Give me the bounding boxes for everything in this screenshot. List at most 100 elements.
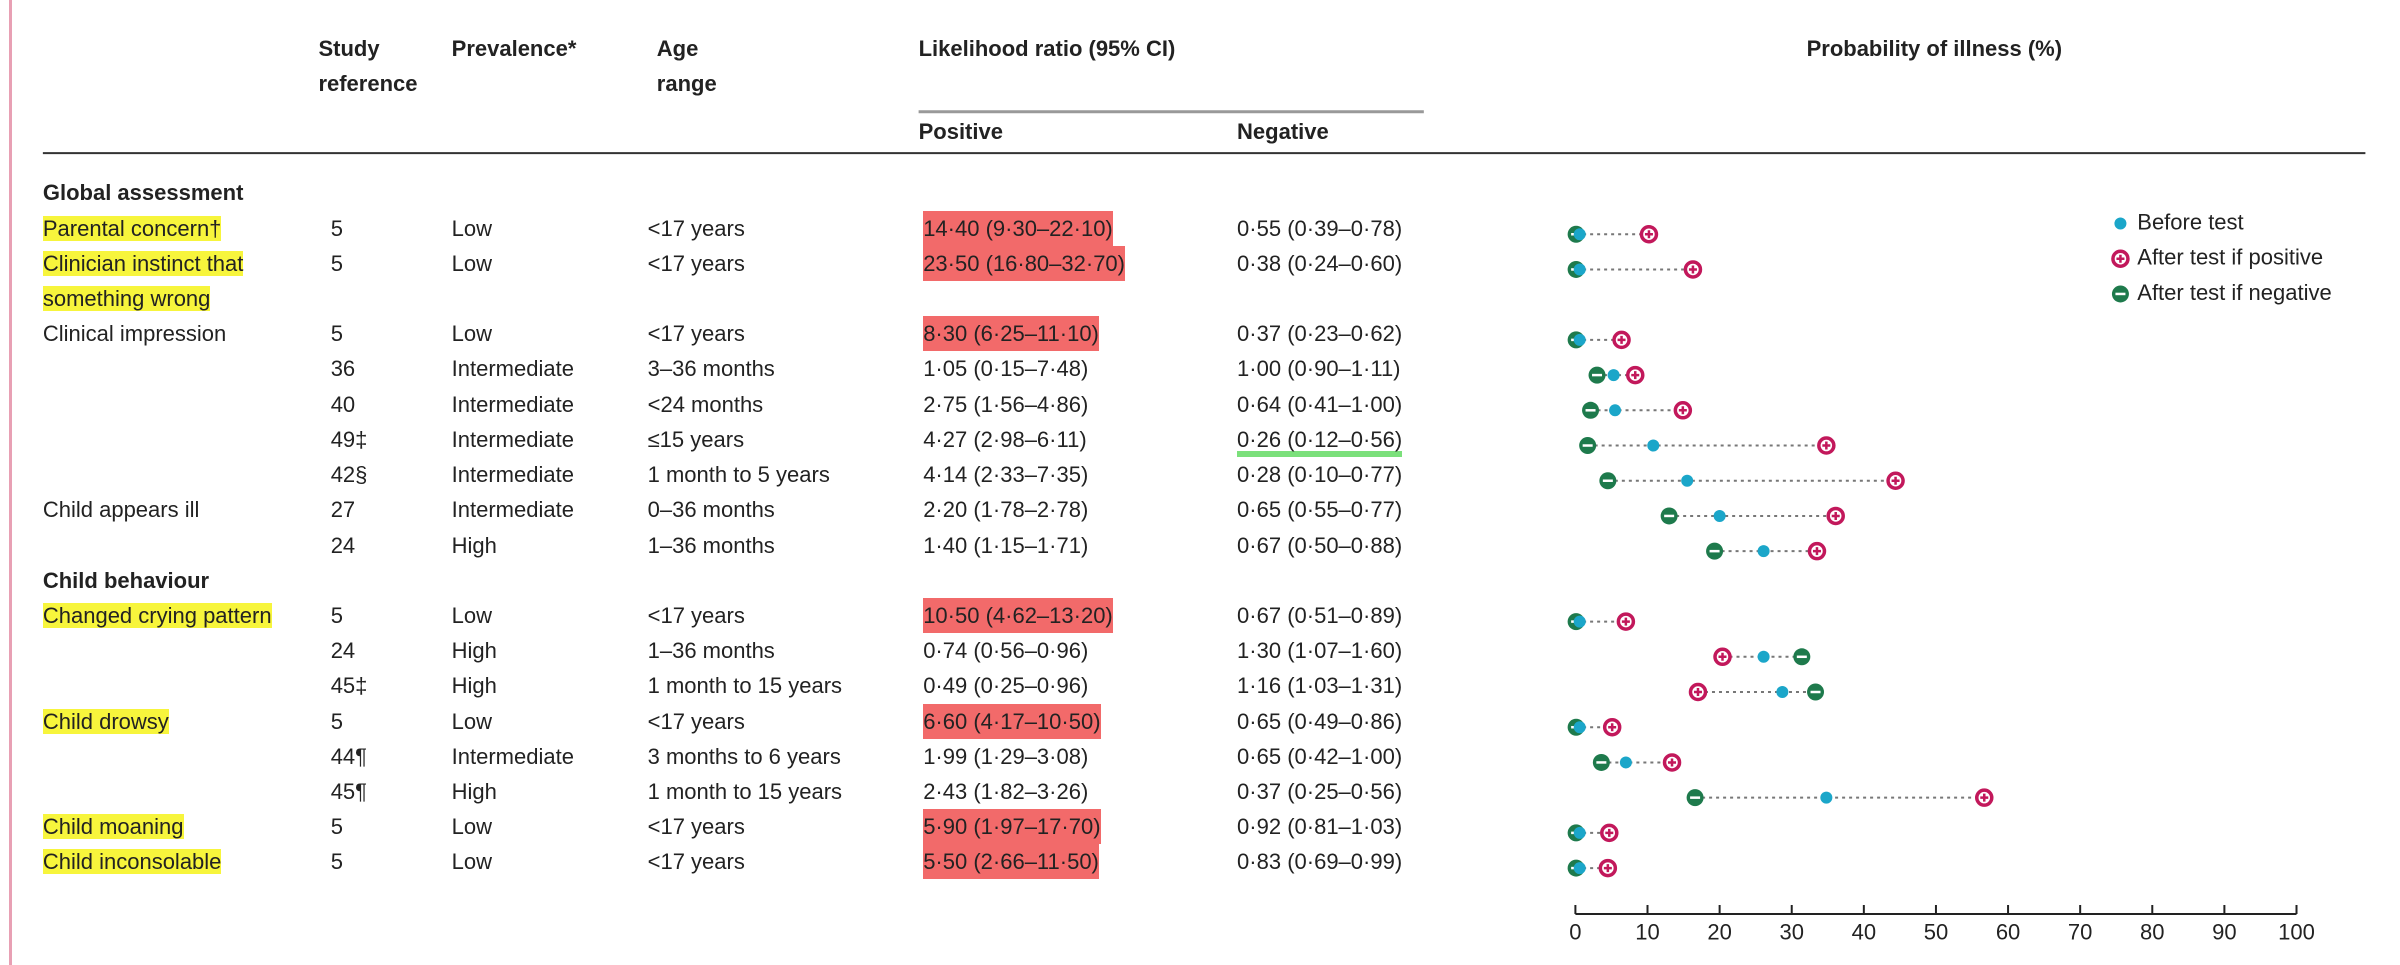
dot	[2114, 217, 2127, 230]
marker-before	[1607, 369, 1620, 382]
study-reference: 5	[330, 708, 343, 734]
dot	[1619, 756, 1632, 769]
x-tick-label: 20	[1707, 920, 1731, 945]
age-range: <17 years	[647, 215, 745, 241]
header-study-reference: Study reference	[318, 36, 418, 97]
study-reference: 45¶	[330, 779, 367, 805]
study-reference: 5	[330, 250, 343, 276]
lr-positive: 2·75 (1·56–4·86)	[923, 391, 1089, 417]
lr-negative: 0·37 (0·25–0·56)	[1237, 779, 1403, 805]
prevalence: Intermediate	[451, 356, 574, 382]
lr-negative: 0·83 (0·69–0·99)	[1237, 849, 1403, 875]
study-name: Changed crying pattern	[42, 602, 272, 628]
study-reference: 5	[330, 602, 343, 628]
study-name: Child drowsy	[42, 708, 169, 734]
header-prevalence: Prevalence*	[451, 36, 577, 62]
lr-negative: 0·38 (0·24–0·60)	[1237, 250, 1403, 276]
x-tick-label: 30	[1779, 920, 1803, 945]
marker-after-positive	[1817, 436, 1836, 455]
marker-before	[1757, 545, 1770, 558]
marker-after-negative	[1592, 753, 1610, 771]
marker-before	[1609, 404, 1622, 417]
marker-after-positive	[2111, 249, 2130, 268]
dot	[1713, 509, 1726, 522]
plus	[1980, 793, 1989, 802]
plus	[1603, 864, 1612, 873]
study-reference: 5	[330, 321, 343, 347]
legend-label: Before test	[2137, 209, 2243, 234]
age-range: 1–36 months	[647, 638, 775, 664]
age-range: <24 months	[647, 391, 764, 417]
marker-before	[1820, 791, 1833, 804]
dot	[1647, 439, 1660, 452]
marker-after-positive	[1975, 788, 1994, 807]
marker-before	[1573, 862, 1586, 875]
margin-rule	[9, 0, 12, 965]
dot	[1573, 826, 1586, 839]
lr-negative: 0·26 (0·12–0·56)	[1237, 422, 1402, 457]
prevalence: Low	[451, 708, 492, 734]
study-reference: 45‡	[330, 673, 368, 699]
study-name: Parental concern†	[42, 215, 222, 241]
plus	[1644, 230, 1653, 239]
marker-after-negative	[1660, 507, 1678, 525]
study-reference: 5	[330, 215, 343, 241]
lr-negative: 0·92 (0·81–1·03)	[1237, 814, 1403, 840]
study-reference: 5	[330, 849, 343, 875]
prevalence: High	[451, 673, 497, 699]
marker-after-positive	[1826, 506, 1845, 526]
x-tick-label: 100	[2278, 920, 2315, 945]
age-range: <17 years	[647, 321, 745, 347]
lr-negative: 0·37 (0·23–0·62)	[1237, 321, 1403, 347]
x-tick-label: 70	[2068, 920, 2092, 945]
lr-positive: 14·40 (9·30–22·10)	[923, 210, 1113, 246]
marker-before	[1573, 333, 1586, 346]
dot	[1757, 545, 1770, 558]
prevalence: Low	[451, 602, 492, 628]
age-range: 0–36 months	[647, 497, 775, 523]
lr-positive: 4·14 (2·33–7·35)	[923, 462, 1089, 488]
age-range: 3–36 months	[647, 356, 775, 382]
study-reference: 27	[330, 497, 356, 523]
prevalence: Intermediate	[451, 426, 574, 452]
study-name: Clinician instinct that something wrong	[42, 250, 244, 311]
marker-before	[1647, 439, 1660, 452]
marker-before	[1619, 756, 1632, 769]
marker-after-positive	[1688, 682, 1708, 702]
prevalence: Low	[451, 849, 492, 875]
section-title: Global assessment	[42, 180, 244, 206]
plus	[1822, 441, 1831, 450]
study-reference: 49‡	[330, 426, 368, 452]
marker-before	[1573, 721, 1586, 734]
marker-before	[1681, 474, 1694, 487]
study-name: Child moaning	[42, 814, 184, 840]
plus	[1621, 617, 1630, 626]
study-name: Child inconsolable	[42, 849, 222, 875]
plus	[1617, 335, 1626, 344]
lr-negative: 0·28 (0·10–0·77)	[1237, 462, 1403, 488]
marker-before	[1757, 650, 1770, 663]
x-tick-label: 10	[1635, 920, 1659, 945]
lr-negative: 0·65 (0·49–0·86)	[1237, 708, 1403, 734]
header-likelihood-ratio: Likelihood ratio (95% CI)	[918, 36, 1176, 62]
lr-positive: 4·27 (2·98–6·11)	[923, 426, 1087, 452]
lr-positive: 1·40 (1·15–1·71)	[923, 532, 1089, 558]
legend-label: After test if negative	[2137, 280, 2331, 305]
marker-after-positive	[1683, 260, 1703, 279]
lr-positive: 0·74 (0·56–0·96)	[923, 638, 1089, 664]
plus	[1718, 652, 1727, 661]
header-negative: Negative	[1237, 119, 1329, 145]
lr-positive: 10·50 (4·62–13·20)	[923, 597, 1113, 633]
plus	[1668, 758, 1677, 767]
marker-after-negative	[1706, 542, 1724, 560]
study-reference: 44¶	[330, 743, 367, 769]
dot	[1820, 791, 1833, 804]
dot	[1573, 615, 1586, 628]
dot	[1573, 263, 1586, 276]
header-positive: Positive	[918, 119, 1003, 145]
marker-after-negative	[1588, 366, 1606, 384]
age-range: <17 years	[647, 708, 745, 734]
age-range: <17 years	[647, 814, 745, 840]
